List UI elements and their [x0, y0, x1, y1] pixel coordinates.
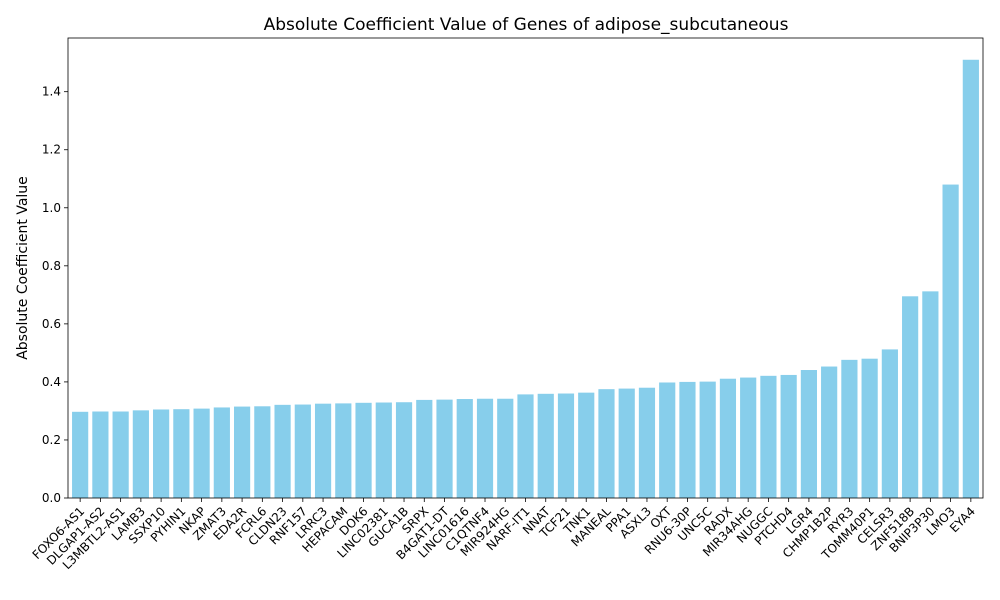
- bar-l3mbtl2-as1: [112, 411, 129, 498]
- bar-mir924hg: [497, 398, 514, 498]
- bar-oxt: [659, 382, 676, 498]
- bar-tcf21: [557, 393, 575, 498]
- y-tick-label: 0.6: [42, 317, 61, 331]
- bar-ssxp10: [153, 409, 170, 498]
- bar-b4gat1-dt: [436, 399, 453, 498]
- bar-celsr3: [881, 349, 898, 498]
- y-axis-label: Absolute Coefficient Value: [15, 176, 31, 360]
- bar-chmp1b2p: [821, 366, 838, 498]
- y-tick-label: 0.4: [42, 375, 61, 389]
- bar-ryr3: [841, 359, 858, 498]
- bar-lamb3: [132, 410, 149, 498]
- bar-lrrc3: [314, 403, 332, 498]
- bar-linc01616: [456, 399, 473, 498]
- bar-guca1b: [395, 402, 413, 498]
- bar-c1qtnf4: [476, 398, 494, 498]
- bar-radx: [719, 378, 737, 498]
- y-tick-label: 0.8: [42, 259, 61, 273]
- bar-nuggc: [760, 375, 777, 498]
- bar-unc5c: [699, 381, 716, 498]
- plot-frame: [67, 37, 984, 499]
- bar-nnat: [537, 393, 554, 498]
- bar-rnu6-30p: [679, 381, 696, 498]
- bar-fcrl6: [254, 406, 271, 498]
- bar-nkap: [193, 408, 210, 498]
- chart-title: Absolute Coefficient Value of Genes of a…: [264, 15, 789, 35]
- y-tick-label: 1.0: [42, 201, 61, 215]
- bar-lmo3: [942, 184, 959, 498]
- bar-rnf157: [294, 404, 311, 498]
- bar-tomm40p1: [861, 358, 878, 498]
- bar-bnip3p30: [922, 291, 939, 498]
- bar-lgr4: [800, 370, 817, 498]
- bar-zmat3: [213, 407, 230, 498]
- bar-dlgap1-as2: [92, 411, 109, 498]
- y-tick-label: 0.2: [42, 433, 61, 447]
- bar-srpx: [416, 399, 433, 498]
- bar-asxl3: [638, 387, 656, 498]
- bar-hepacam: [335, 403, 352, 498]
- bar-foxo6-as1: [72, 411, 89, 498]
- y-tick-label: 1.4: [42, 85, 61, 99]
- bar-dok6: [355, 402, 372, 498]
- y-tick-label: 1.2: [42, 143, 61, 157]
- bar-narf-it1: [517, 394, 534, 498]
- bar-tnk1: [578, 392, 595, 498]
- y-tick-label: 0.0: [42, 491, 61, 505]
- bar-pyhin1: [173, 409, 190, 498]
- bar-eda2r: [234, 406, 251, 498]
- bar-cldn23: [274, 404, 291, 498]
- bar-ptchd4: [780, 374, 797, 498]
- bar-znf518b: [902, 296, 919, 498]
- bar-eya4: [962, 59, 979, 499]
- bar-linc02381: [375, 402, 392, 498]
- bar-ppa1: [618, 388, 635, 498]
- bar-mir34ahg: [740, 377, 757, 498]
- bar-maneal: [598, 389, 615, 498]
